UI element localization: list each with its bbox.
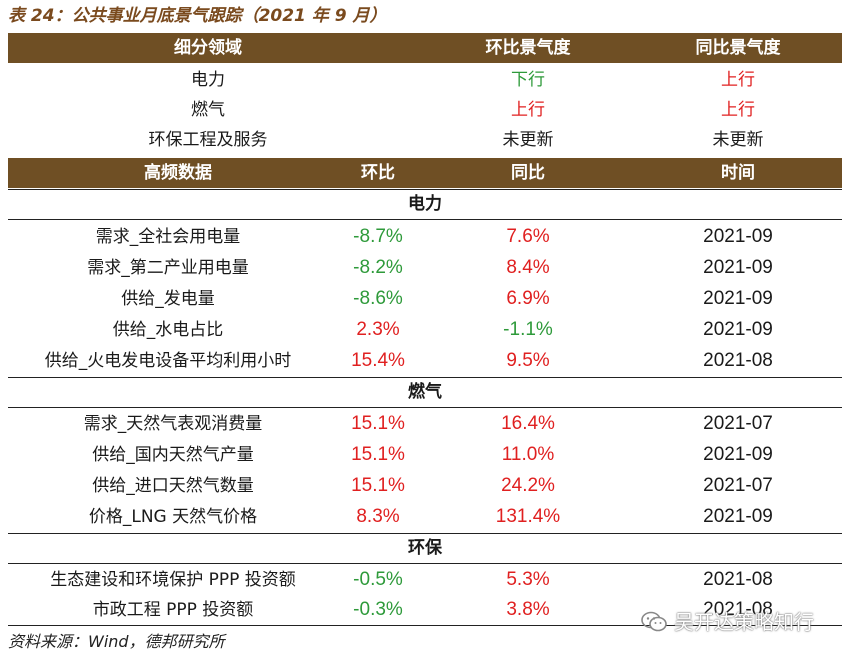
indicator-name: 市政工程 PPP 投资额 bbox=[92, 600, 254, 620]
segment-mom: 未更新 bbox=[502, 130, 554, 150]
table-bottom-rule bbox=[8, 625, 842, 626]
table-row: 市政工程 PPP 投资额 -0.3% 3.8% 2021-08 bbox=[8, 595, 842, 625]
indicator-name: 供给_发电量 bbox=[121, 289, 215, 309]
yoy-column-header: 同比 bbox=[511, 163, 545, 183]
indicator-name: 需求_第二产业用电量 bbox=[87, 258, 249, 278]
mom-value: 15.1% bbox=[351, 413, 405, 434]
mom-value: -0.5% bbox=[353, 569, 403, 590]
wechat-icon bbox=[641, 611, 667, 632]
segment-name: 环保工程及服务 bbox=[148, 130, 268, 150]
yoy-value: 6.9% bbox=[506, 288, 550, 309]
table-caption: 表 24：公共事业月底景气跟踪（2021 年 9 月） bbox=[8, 6, 387, 26]
table-row: 需求_第二产业用电量 -8.2% 8.4% 2021-09 bbox=[8, 253, 842, 283]
yoy-sentiment-column-header: 同比景气度 bbox=[695, 38, 781, 58]
mom-value: -0.3% bbox=[353, 599, 403, 620]
segment-name: 电力 bbox=[191, 70, 225, 90]
watermark: 吴开达策略知行 bbox=[640, 605, 814, 639]
indicator-name: 供给_进口天然气数量 bbox=[92, 476, 254, 496]
mom-value: 15.1% bbox=[351, 444, 405, 465]
segment-row: 环保工程及服务 未更新 未更新 bbox=[8, 125, 842, 155]
mom-value: 8.3% bbox=[356, 506, 400, 527]
time-value: 2021-08 bbox=[703, 599, 773, 620]
time-value: 2021-09 bbox=[703, 506, 773, 527]
segment-row: 燃气 上行 上行 bbox=[8, 95, 842, 125]
time-value: 2021-09 bbox=[703, 444, 773, 465]
segment-yoy: 上行 bbox=[721, 100, 755, 120]
table-row: 供给_国内天然气产量 15.1% 11.0% 2021-09 bbox=[8, 440, 842, 470]
indicator-name: 供给_水电占比 bbox=[112, 320, 224, 340]
segment-header-row: 细分领域 环比景气度 同比景气度 bbox=[8, 33, 842, 63]
segment-mom: 上行 bbox=[511, 100, 545, 120]
segment-name: 燃气 bbox=[191, 100, 225, 120]
table-row: 价格_LNG 天然气价格 8.3% 131.4% 2021-09 bbox=[8, 502, 842, 532]
yoy-value: 16.4% bbox=[501, 413, 555, 434]
table-row: 供给_发电量 -8.6% 6.9% 2021-09 bbox=[8, 284, 842, 314]
segment-yoy: 未更新 bbox=[712, 130, 764, 150]
yoy-value: 3.8% bbox=[506, 599, 550, 620]
time-value: 2021-08 bbox=[703, 350, 773, 371]
indicator-column-header: 高频数据 bbox=[144, 163, 212, 183]
watermark-text: 吴开达策略知行 bbox=[674, 610, 814, 634]
high-frequency-header-row: 高频数据 环比 同比 时间 bbox=[8, 158, 842, 188]
mom-value: -8.7% bbox=[353, 226, 403, 247]
mom-sentiment-column-header: 环比景气度 bbox=[485, 38, 571, 58]
mom-value: -8.6% bbox=[353, 288, 403, 309]
yoy-value: 5.3% bbox=[506, 569, 550, 590]
indicator-name: 供给_火电发电设备平均利用小时 bbox=[44, 351, 292, 371]
time-column-header: 时间 bbox=[721, 163, 755, 183]
time-value: 2021-07 bbox=[703, 413, 773, 434]
time-value: 2021-09 bbox=[703, 319, 773, 340]
yoy-value: 9.5% bbox=[506, 350, 550, 371]
table-row: 供给_火电发电设备平均利用小时 15.4% 9.5% 2021-08 bbox=[8, 346, 842, 376]
yoy-value: 131.4% bbox=[495, 506, 561, 527]
source-note: 资料来源：Wind，德邦研究所 bbox=[8, 632, 225, 651]
time-value: 2021-08 bbox=[703, 569, 773, 590]
yoy-value: 8.4% bbox=[506, 257, 550, 278]
mom-column-header: 环比 bbox=[361, 163, 395, 183]
segment-mom: 下行 bbox=[511, 70, 545, 90]
mom-value: 15.4% bbox=[351, 350, 405, 371]
indicator-name: 生态建设和环境保护 PPP 投资额 bbox=[50, 570, 296, 590]
indicator-name: 价格_LNG 天然气价格 bbox=[88, 507, 258, 527]
segment-yoy: 上行 bbox=[721, 70, 755, 90]
mom-value: 15.1% bbox=[351, 475, 405, 496]
mom-value: 2.3% bbox=[356, 319, 400, 340]
yoy-value: 11.0% bbox=[501, 444, 555, 465]
indicator-name: 供给_国内天然气产量 bbox=[92, 445, 254, 465]
time-value: 2021-07 bbox=[703, 475, 773, 496]
segment-column-header: 细分领域 bbox=[174, 38, 242, 58]
segment-row: 电力 下行 上行 bbox=[8, 65, 842, 95]
section-title-environment: 环保 bbox=[8, 533, 842, 564]
indicator-name: 需求_全社会用电量 bbox=[95, 227, 241, 247]
table-row: 需求_天然气表观消费量 15.1% 16.4% 2021-07 bbox=[8, 409, 842, 439]
table-row: 需求_全社会用电量 -8.7% 7.6% 2021-09 bbox=[8, 222, 842, 252]
yoy-value: -1.1% bbox=[503, 319, 553, 340]
mom-value: -8.2% bbox=[353, 257, 403, 278]
yoy-value: 24.2% bbox=[501, 475, 555, 496]
time-value: 2021-09 bbox=[703, 257, 773, 278]
table-row: 生态建设和环境保护 PPP 投资额 -0.5% 5.3% 2021-08 bbox=[8, 565, 842, 595]
section-title-gas: 燃气 bbox=[8, 377, 842, 408]
time-value: 2021-09 bbox=[703, 226, 773, 247]
section-title-power: 电力 bbox=[8, 189, 842, 220]
time-value: 2021-09 bbox=[703, 288, 773, 309]
table-row: 供给_水电占比 2.3% -1.1% 2021-09 bbox=[8, 315, 842, 345]
indicator-name: 需求_天然气表观消费量 bbox=[83, 414, 263, 434]
yoy-value: 7.6% bbox=[506, 226, 550, 247]
table-row: 供给_进口天然气数量 15.1% 24.2% 2021-07 bbox=[8, 471, 842, 501]
